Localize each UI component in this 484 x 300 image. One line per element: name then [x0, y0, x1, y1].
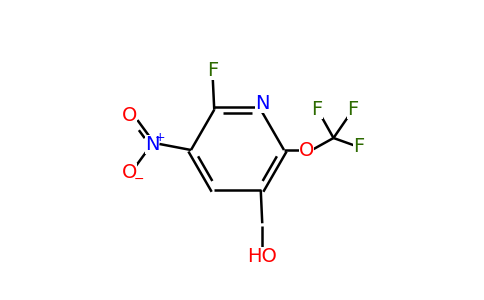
Text: F: F	[311, 100, 323, 119]
Text: +: +	[155, 131, 166, 144]
Text: O: O	[122, 163, 137, 182]
Text: F: F	[348, 100, 359, 119]
Text: F: F	[207, 61, 218, 80]
Text: N: N	[145, 134, 159, 154]
Text: F: F	[353, 137, 364, 157]
Text: O: O	[122, 106, 137, 125]
Text: HO: HO	[247, 247, 277, 266]
Text: −: −	[133, 172, 144, 186]
Text: N: N	[255, 94, 270, 112]
Text: O: O	[299, 140, 314, 160]
